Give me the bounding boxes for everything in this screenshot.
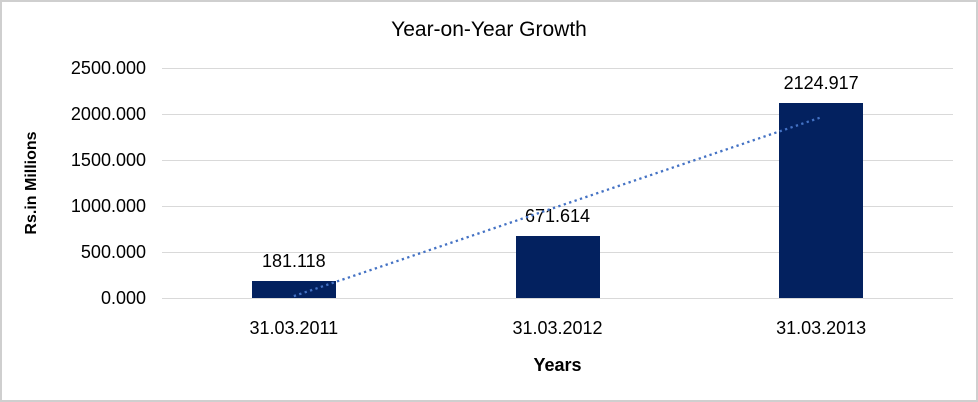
- y-tick-label: 1500.000: [70, 150, 146, 170]
- y-tick-label: 2000.000: [70, 104, 146, 124]
- gridline: [162, 113, 953, 115]
- y-tick-label: 0.000: [100, 288, 146, 308]
- gridline: [162, 67, 953, 69]
- y-tick-label: 1000.000: [70, 196, 146, 216]
- x-category-label: 31.03.2012: [512, 318, 603, 338]
- bar: [779, 102, 864, 298]
- x-category-label: 31.03.2011: [249, 318, 339, 338]
- chart-title: Year-on-Year Growth: [391, 18, 587, 41]
- x-category-label: 31.03.2013: [776, 318, 867, 338]
- data-label: 671.614: [524, 206, 591, 227]
- x-axis-title: Years: [533, 355, 582, 375]
- y-tick-label: 2500.000: [70, 58, 146, 78]
- y-axis-title: Rs.in Millions: [23, 131, 40, 235]
- bar: [251, 281, 336, 298]
- bar: [515, 236, 600, 298]
- data-label: 181.118: [261, 251, 326, 272]
- y-tick-label: 500.000: [80, 242, 146, 262]
- data-label: 2124.917: [783, 72, 859, 93]
- gridline: [162, 297, 953, 299]
